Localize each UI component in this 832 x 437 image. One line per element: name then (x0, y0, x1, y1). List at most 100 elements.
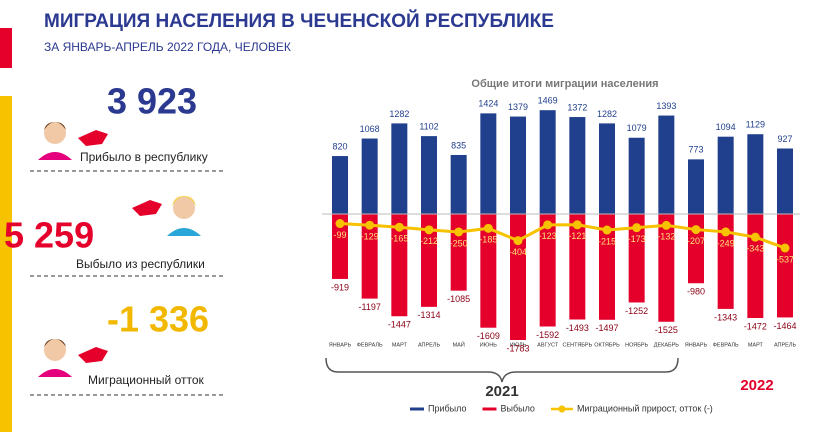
line-point (750, 232, 760, 242)
value-label: -99 (333, 230, 346, 240)
value-label: -207 (687, 236, 705, 246)
value-label: 927 (777, 134, 792, 144)
line-point (691, 225, 701, 235)
value-label: -132 (657, 232, 675, 242)
bar (777, 214, 793, 318)
value-label: 1379 (508, 102, 528, 112)
value-label: -185 (479, 235, 497, 245)
value-label: 820 (332, 141, 347, 151)
bar (658, 214, 675, 322)
bar (539, 110, 556, 214)
x-tick-label: МАРТ (748, 342, 764, 348)
value-label: 835 (451, 140, 466, 150)
bar (510, 214, 526, 340)
value-label: -343 (746, 244, 764, 254)
value-label: -250 (450, 238, 468, 248)
value-label: -919 (331, 282, 349, 292)
value-label: -1493 (566, 323, 589, 333)
value-label: 1102 (419, 121, 438, 131)
line-point (632, 223, 642, 233)
value-label: 1094 (716, 122, 736, 132)
value-label: -1314 (417, 310, 440, 320)
bar (688, 214, 704, 284)
value-label: -1497 (595, 323, 618, 333)
title: МИГРАЦИЯ НАСЕЛЕНИЯ В ЧЕЧЕНСКОЙ РЕСПУБЛИК… (44, 10, 554, 32)
bar (450, 154, 467, 214)
person-icon (38, 122, 108, 160)
bar (361, 214, 378, 299)
x-tick-label: ФЕВРАЛЬ (713, 342, 739, 348)
legend-label: Миграционный прирост, отток (-) (577, 403, 713, 413)
x-tick-label: ИЮЛЬ (510, 342, 527, 348)
bar (569, 117, 586, 214)
value-label: -1592 (536, 330, 559, 340)
bar (599, 214, 615, 320)
line-point (543, 220, 553, 230)
bar (480, 113, 497, 214)
bar (777, 148, 793, 214)
line-point (394, 222, 404, 232)
x-tick-label: ИЮНЬ (480, 342, 497, 348)
value-label: -165 (390, 234, 408, 244)
x-tick-label: МАЙ (453, 340, 465, 348)
value-label: 1469 (538, 96, 558, 106)
value-label: -1085 (447, 294, 470, 304)
value-label: -121 (568, 231, 586, 241)
value-label: -129 (361, 232, 379, 242)
line-point (335, 219, 345, 229)
person-icon (38, 339, 108, 377)
line-point (513, 236, 523, 246)
x-tick-label: ЯНВАРЬ (685, 342, 708, 348)
value-label: -1525 (655, 325, 678, 335)
value-label: -537 (776, 254, 794, 264)
value-label: 1068 (360, 124, 380, 134)
bar (391, 123, 408, 214)
line-point (424, 225, 434, 235)
stat-value: 5 259 (4, 215, 94, 256)
accent-red (0, 28, 12, 68)
bar (539, 214, 556, 327)
bar (569, 214, 586, 320)
line-point (721, 227, 731, 237)
legend-swatch (558, 405, 566, 413)
value-label: -1447 (388, 320, 411, 330)
x-tick-label: АПРЕЛЬ (418, 342, 441, 348)
x-tick-label: ЯНВАРЬ (329, 342, 352, 348)
bar (361, 138, 378, 214)
x-tick-label: ФЕВРАЛЬ (357, 342, 383, 348)
stat-value: 3 923 (107, 81, 197, 122)
x-tick-label: ОКТЯБРЬ (594, 342, 620, 348)
line-point (365, 220, 375, 230)
bar (747, 214, 764, 319)
bar (658, 115, 675, 214)
line-point (602, 225, 612, 235)
value-label: -1783 (506, 343, 529, 353)
year-brace (325, 357, 679, 383)
bar (332, 156, 348, 214)
value-label: -1609 (477, 331, 500, 341)
x-tick-label: АПРЕЛЬ (774, 342, 797, 348)
subtitle: ЗА ЯНВАРЬ-АПРЕЛЬ 2022 ГОДА, ЧЕЛОВЕК (44, 40, 291, 54)
bar (599, 123, 615, 214)
line-point (661, 220, 671, 230)
value-label: 1282 (389, 109, 409, 119)
year-label: 2021 (485, 383, 518, 400)
x-tick-label: АВГУСТ (537, 342, 559, 348)
value-label: 1393 (656, 101, 676, 111)
value-label: -215 (598, 236, 616, 246)
year-label: 2022 (740, 377, 773, 394)
bar (717, 214, 734, 309)
value-label: 773 (688, 145, 703, 155)
bar (628, 214, 645, 303)
value-label: -980 (687, 287, 705, 297)
value-label: -1197 (358, 302, 380, 312)
value-label: 1282 (597, 109, 617, 119)
value-label: -173 (628, 234, 646, 244)
stat-label: Выбыло из республики (76, 257, 205, 271)
value-label: -1472 (744, 321, 767, 331)
person-icon (132, 196, 201, 236)
value-label: -123 (539, 231, 557, 241)
value-label: -1343 (714, 312, 737, 322)
value-label: -404 (509, 247, 527, 257)
